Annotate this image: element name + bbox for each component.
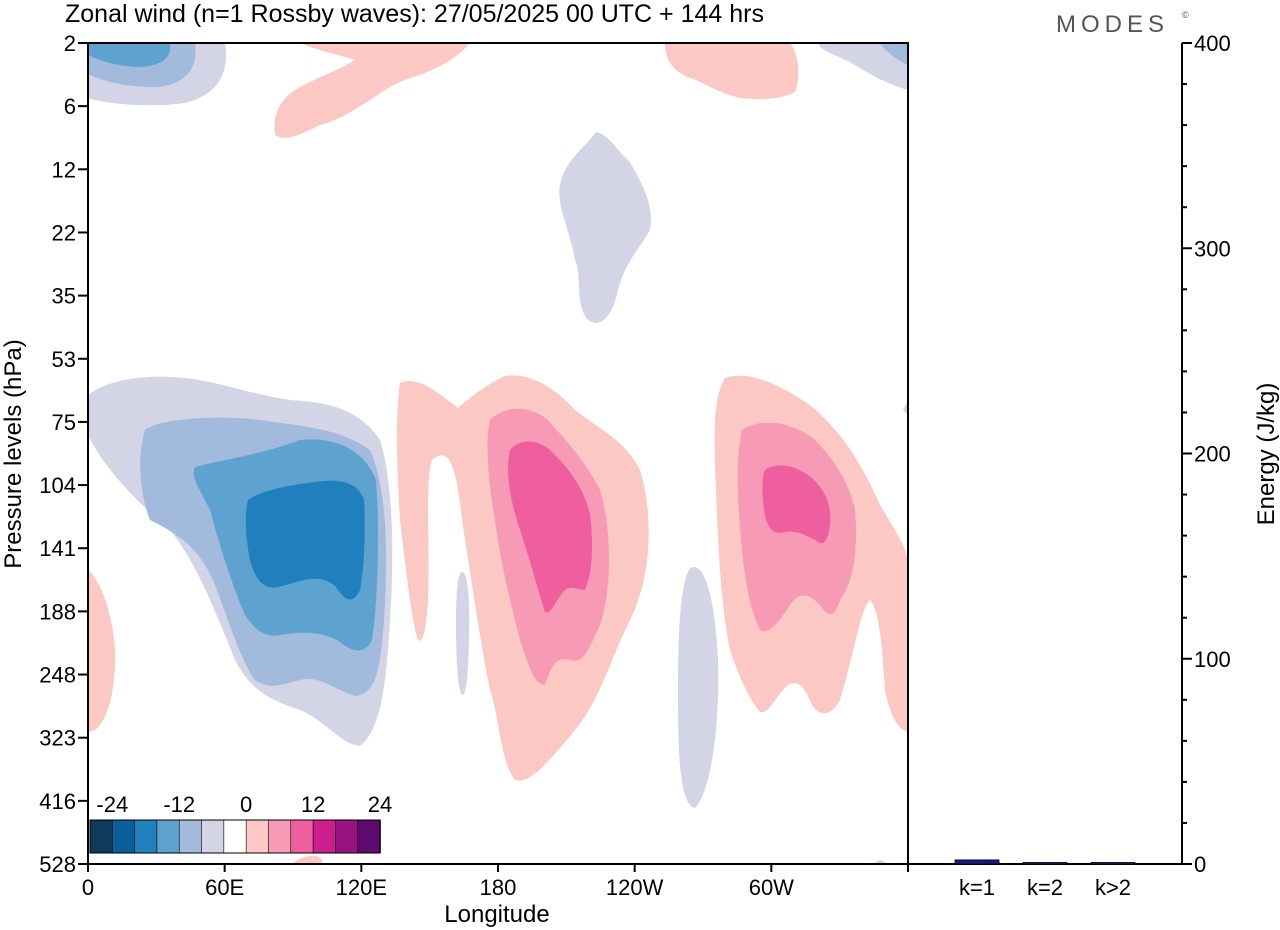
pressure-tick-label: 528 bbox=[39, 852, 76, 877]
y-axis-title: Pressure levels (hPa) bbox=[0, 339, 27, 568]
heatmap-panel: -24 -12 0 12 24 bbox=[87, 42, 909, 865]
contour-positive-weak-region bbox=[274, 43, 470, 138]
colorbar-cell bbox=[245, 819, 270, 854]
contour-negative-weak-region bbox=[456, 572, 470, 695]
pressure-tick-label: 104 bbox=[39, 473, 76, 498]
brand-text: MODES bbox=[1056, 11, 1169, 38]
pressure-tick-label: 2 bbox=[64, 31, 76, 56]
pressure-axis: 2 6 12 22 35 53 75 104 141 188 248 323 416 528 bbox=[39, 31, 89, 877]
energy-bar bbox=[954, 859, 1000, 865]
colorbar-cell bbox=[357, 819, 381, 854]
energy-tick-label: 400 bbox=[1194, 31, 1231, 56]
energy-axis-title: Energy (J/kg) bbox=[1253, 383, 1280, 526]
pressure-tick-label: 12 bbox=[52, 157, 76, 182]
contour-layer bbox=[88, 43, 908, 864]
colorbar-cell bbox=[178, 819, 203, 854]
colorbar: -24 -12 0 12 24 bbox=[89, 792, 392, 854]
pressure-tick-label: 248 bbox=[39, 663, 76, 688]
colorbar-cell bbox=[134, 819, 158, 854]
colorbar-cell bbox=[290, 819, 314, 854]
contour-positive-weak-region bbox=[88, 570, 116, 732]
colorbar-label: -12 bbox=[163, 792, 195, 817]
pressure-tick-label: 6 bbox=[64, 94, 76, 119]
pressure-tick-label: 53 bbox=[52, 347, 76, 372]
contour-negative-weak-region bbox=[903, 400, 908, 415]
contour-negative-3-region bbox=[245, 480, 365, 600]
colorbar-label: 24 bbox=[368, 792, 392, 817]
colorbar-cell bbox=[156, 819, 181, 854]
contour-negative-1-region bbox=[880, 43, 908, 65]
longitude-tick-label: 60W bbox=[749, 875, 794, 900]
contour-negative-weak-region bbox=[678, 566, 719, 808]
energy-tick-label: 0 bbox=[1194, 852, 1206, 877]
contour-positive-weak-region bbox=[665, 43, 799, 100]
colorbar-label: 12 bbox=[301, 792, 325, 817]
energy-tick-label: 300 bbox=[1194, 236, 1231, 261]
pressure-tick-label: 75 bbox=[52, 410, 76, 435]
longitude-tick-label: 60E bbox=[205, 875, 244, 900]
x-axis-title: Longitude bbox=[444, 901, 549, 928]
brand-logo: MODES © bbox=[1056, 10, 1189, 38]
colorbar-label: -24 bbox=[96, 792, 128, 817]
colorbar-cell bbox=[89, 819, 114, 854]
energy-category-label: k>2 bbox=[1095, 875, 1131, 900]
energy-bar bbox=[1022, 862, 1068, 865]
contour-positive-2-region bbox=[508, 441, 593, 613]
energy-bar bbox=[1090, 862, 1136, 865]
energy-category-label: k=1 bbox=[959, 875, 995, 900]
longitude-axis: 0 60E 120E 180 120W 60W bbox=[82, 864, 909, 900]
colorbar-label: 0 bbox=[240, 792, 252, 817]
contour-positive-2-region bbox=[762, 465, 831, 544]
pressure-tick-label: 141 bbox=[39, 536, 76, 561]
colorbar-cell bbox=[201, 819, 225, 854]
brand-mark: © bbox=[1182, 10, 1189, 20]
energy-tick-label: 200 bbox=[1194, 442, 1231, 467]
colorbar-cell bbox=[268, 819, 292, 854]
colorbar-cell bbox=[312, 819, 337, 854]
colorbar-cell bbox=[223, 819, 247, 854]
pressure-tick-label: 35 bbox=[52, 284, 76, 309]
pressure-tick-label: 22 bbox=[52, 220, 76, 245]
pressure-tick-label: 416 bbox=[39, 789, 76, 814]
longitude-tick-label: 0 bbox=[82, 875, 94, 900]
energy-tick-label: 100 bbox=[1194, 647, 1231, 672]
colorbar-cell bbox=[112, 819, 136, 854]
longitude-tick-label: 180 bbox=[480, 875, 517, 900]
contour-negative-weak-region bbox=[818, 43, 908, 90]
longitude-tick-label: 120E bbox=[336, 875, 387, 900]
colorbar-frame bbox=[89, 819, 381, 854]
contour-positive-weak-region bbox=[292, 855, 322, 864]
chart-title: Zonal wind (n=1 Rossby waves): 27/05/202… bbox=[65, 0, 764, 28]
longitude-tick-label: 120W bbox=[606, 875, 664, 900]
colorbar-cell bbox=[335, 819, 359, 854]
contour-negative-weak-region bbox=[559, 132, 651, 323]
pressure-tick-label: 188 bbox=[39, 599, 76, 624]
pressure-tick-label: 323 bbox=[39, 726, 76, 751]
energy-panel: 0 100 200 300 400 k=1 k=2 k>2 Energy (J/kg) bbox=[908, 31, 1280, 900]
contour-negative-2-region bbox=[88, 43, 171, 67]
energy-category-label: k=2 bbox=[1027, 875, 1063, 900]
